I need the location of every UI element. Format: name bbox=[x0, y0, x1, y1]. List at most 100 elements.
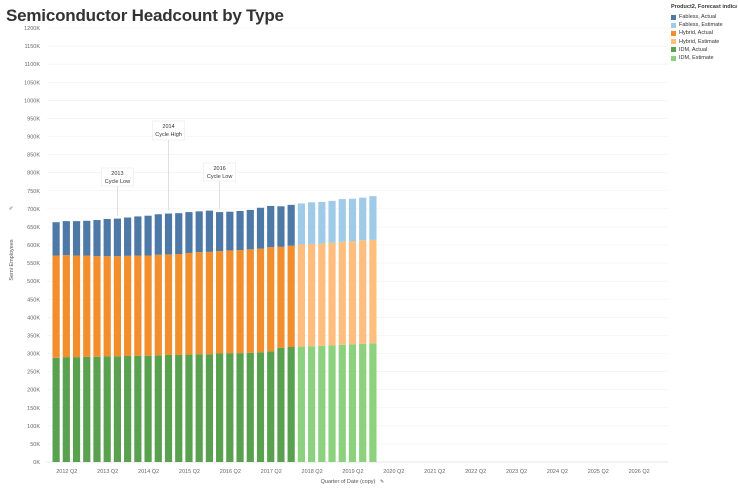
bar-hybrid-2016-q1 bbox=[216, 251, 224, 354]
x-tick-label: 2018 Q2 bbox=[302, 469, 323, 475]
bar-idm-2016-q2 bbox=[226, 353, 234, 462]
y-tick-label: 1150K bbox=[25, 44, 41, 50]
x-axis-label: Quarter of Date (copy) bbox=[321, 479, 376, 485]
bar-idm-2018-q1 bbox=[297, 346, 305, 462]
legend-label: Hybrid, Estimate bbox=[679, 38, 720, 45]
bar-idm-2019-q4 bbox=[369, 343, 377, 462]
bar-fabless-2014-q2 bbox=[144, 215, 152, 256]
x-tick-label: 2014 Q2 bbox=[138, 469, 159, 475]
bar-idm-2012-q4 bbox=[83, 356, 91, 462]
bar-idm-2012-q1 bbox=[52, 357, 60, 462]
bar-hybrid-2012-q4 bbox=[83, 255, 91, 357]
bar-fabless-2018-q4 bbox=[328, 200, 336, 243]
bar-hybrid-2015-q1 bbox=[175, 254, 183, 355]
bar-idm-2016-q1 bbox=[216, 353, 224, 462]
bar-fabless-2019-q3 bbox=[359, 197, 367, 241]
x-axis: 2012 Q2 2013 Q2 2014 Q2 2015 Q2 2016 Q2 2017 … bbox=[56, 469, 649, 475]
bar-hybrid-2013-q3 bbox=[113, 256, 122, 357]
bar-idm-2018-q4 bbox=[328, 345, 336, 462]
x-tick-label: 2021 Q2 bbox=[424, 469, 445, 475]
bar-idm-2017-q2 bbox=[267, 351, 275, 462]
y-tick-label: 950K bbox=[27, 116, 40, 122]
y-tick-label: 550K bbox=[27, 261, 40, 267]
y-tick-label: 450K bbox=[27, 297, 40, 303]
y-axis-label: Semi Employees bbox=[9, 239, 15, 281]
x-tick-label: 2025 Q2 bbox=[588, 469, 609, 475]
bar-fabless-2018-q1 bbox=[297, 203, 305, 245]
legend-item[interactable]: Hybrid, Actual bbox=[671, 29, 737, 37]
legend-swatch bbox=[671, 55, 676, 61]
bar-idm-2012-q3 bbox=[72, 357, 81, 462]
y-axis: 0K 50K 100K 150K 200K 250K 300K 350K 400K 450K 500… bbox=[24, 26, 40, 466]
y-tick-label: 200K bbox=[27, 388, 40, 394]
bar-hybrid-2015-q2 bbox=[185, 252, 193, 355]
bar-fabless-2017-q1 bbox=[256, 207, 265, 249]
bar-idm-2017-q4 bbox=[287, 346, 295, 462]
annotation-year: 2013 bbox=[111, 171, 123, 177]
y-tick-label: 1000K bbox=[24, 98, 40, 104]
legend-items: Fabless, Actual Fabless, Estimate Hybrid, … bbox=[671, 13, 737, 62]
legend-title: Product2, Forecast indica.. bbox=[671, 4, 737, 10]
bar-fabless-2017-q4 bbox=[287, 204, 295, 246]
y-tick-label: 1200K bbox=[24, 26, 40, 32]
legend-item[interactable]: IDM, Estimate bbox=[671, 54, 737, 62]
bar-idm-2013-q2 bbox=[103, 356, 111, 462]
bars bbox=[52, 196, 377, 462]
bar-idm-2014-q2 bbox=[144, 355, 152, 462]
bar-idm-2019-q1 bbox=[338, 344, 346, 462]
bar-idm-2015-q1 bbox=[175, 354, 183, 462]
legend-label: Fabless, Actual bbox=[679, 14, 717, 21]
bar-hybrid-2017-q1 bbox=[256, 248, 265, 353]
bar-fabless-2016-q2 bbox=[226, 211, 234, 251]
y-tick-label: 150K bbox=[27, 406, 40, 412]
bar-fabless-2015-q3 bbox=[195, 211, 203, 253]
x-tick-label: 2026 Q2 bbox=[629, 469, 650, 475]
y-tick-label: 750K bbox=[27, 189, 40, 195]
x-tick-label: 2015 Q2 bbox=[179, 469, 200, 475]
bar-hybrid-2018-q2 bbox=[308, 243, 316, 347]
bar-fabless-2019-q2 bbox=[348, 198, 357, 242]
bar-idm-2017-q1 bbox=[256, 352, 265, 462]
bar-idm-2014-q4 bbox=[164, 354, 173, 462]
bar-hybrid-2012-q1 bbox=[52, 255, 60, 358]
bar-fabless-2012-q4 bbox=[83, 220, 91, 256]
bar-hybrid-2018-q1 bbox=[297, 244, 305, 347]
bar-fabless-2018-q2 bbox=[308, 202, 316, 244]
bar-hybrid-2013-q1 bbox=[93, 256, 101, 357]
bar-hybrid-2014-q1 bbox=[134, 255, 142, 356]
x-tick-label: 2023 Q2 bbox=[506, 469, 527, 475]
bar-fabless-2015-q2 bbox=[185, 212, 193, 253]
bar-hybrid-2014-q3 bbox=[154, 254, 162, 356]
y-tick-label: 50K bbox=[30, 442, 40, 448]
legend-item[interactable]: Fabless, Estimate bbox=[671, 21, 737, 29]
legend-item[interactable]: Hybrid, Estimate bbox=[671, 38, 737, 46]
bar-hybrid-2019-q2 bbox=[348, 241, 357, 345]
bar-idm-2012-q2 bbox=[62, 357, 70, 462]
bar-fabless-2013-q2 bbox=[103, 218, 111, 257]
bar-idm-2013-q4 bbox=[124, 356, 132, 462]
x-tick-label: 2019 Q2 bbox=[342, 469, 363, 475]
annotation-text: Cycle High bbox=[155, 132, 182, 138]
bar-hybrid-2019-q4 bbox=[369, 239, 377, 344]
bar-hybrid-2014-q2 bbox=[144, 255, 152, 356]
bar-fabless-2013-q1 bbox=[93, 220, 101, 257]
bar-hybrid-2018-q4 bbox=[328, 242, 336, 346]
bar-hybrid-2017-q2 bbox=[267, 247, 275, 352]
legend-item[interactable]: Fabless, Actual bbox=[671, 13, 737, 21]
x-axis-pin-icon: ✎ bbox=[380, 479, 384, 485]
annotations: 2013 Cycle Low 2014 Cycle High 2016 Cycle Low bbox=[101, 120, 236, 216]
legend-swatch bbox=[671, 22, 676, 28]
y-tick-label: 1050K bbox=[24, 80, 40, 86]
legend-item[interactable]: IDM, Actual bbox=[671, 46, 737, 54]
bar-fabless-2018-q3 bbox=[318, 201, 326, 244]
bar-hybrid-2014-q4 bbox=[164, 254, 173, 355]
y-tick-label: 350K bbox=[27, 333, 40, 339]
bar-fabless-2015-q4 bbox=[205, 210, 213, 252]
x-tick-label: 2024 Q2 bbox=[547, 469, 568, 475]
bar-fabless-2012-q3 bbox=[72, 221, 81, 256]
bar-fabless-2019-q1 bbox=[338, 199, 346, 242]
bar-hybrid-2017-q4 bbox=[287, 245, 295, 347]
legend-swatch bbox=[671, 47, 676, 53]
y-tick-label: 850K bbox=[27, 153, 40, 159]
